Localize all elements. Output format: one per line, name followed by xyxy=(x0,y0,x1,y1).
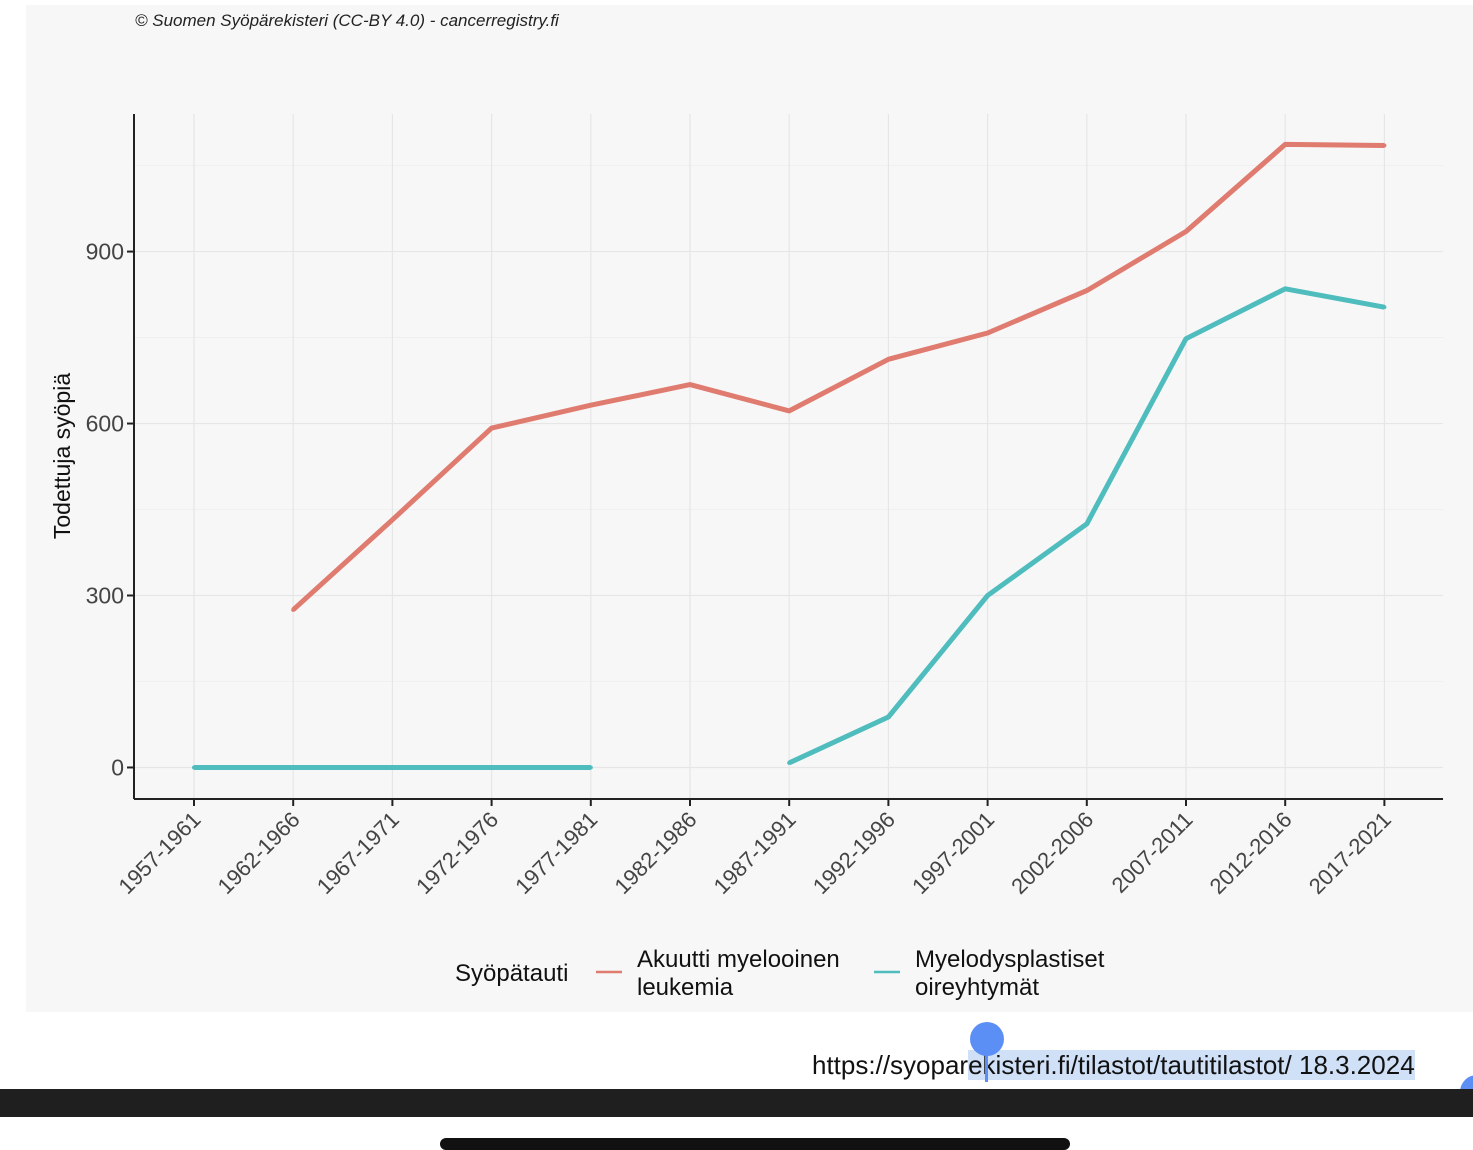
data-point xyxy=(688,382,692,387)
data-point xyxy=(390,517,395,522)
source-url[interactable]: https://syoparekisteri.fi/tilastot/tauti… xyxy=(812,1050,1415,1081)
data-point xyxy=(787,408,792,413)
y-tick-label: 900 xyxy=(86,239,124,265)
legend-label: Myelodysplastiset oireyhtymät xyxy=(915,946,1105,1001)
y-tick-label: 0 xyxy=(111,754,124,780)
y-axis-label: Todettuja syöpiä xyxy=(49,373,75,539)
grid xyxy=(134,114,1443,799)
series xyxy=(192,141,1387,770)
x-tick-label: 1957-1961 xyxy=(113,807,205,899)
data-point xyxy=(588,403,593,408)
x-tick-label: 1977-1981 xyxy=(510,807,602,899)
data-point xyxy=(886,715,891,720)
data-point xyxy=(291,765,296,770)
series-line-1 xyxy=(291,141,1385,612)
legend-label: Akuutti myelooinen leukemia xyxy=(637,946,840,1001)
x-ticks: 1957-1961 1962-1966 1967-1971 1972-1976 1977… xyxy=(113,799,1396,899)
x-tick-label: 2007-2011 xyxy=(1107,807,1198,898)
data-point xyxy=(390,765,395,770)
x-tick-label: 2002-2006 xyxy=(1006,807,1098,899)
data-point xyxy=(985,593,990,598)
data-point xyxy=(192,765,196,770)
y-tick-label: 600 xyxy=(86,411,124,437)
data-point xyxy=(1283,286,1288,291)
source-url-selected: ekisteri.fi/tilastot/tautitilastot/ 18.3… xyxy=(968,1050,1415,1080)
data-point xyxy=(1382,143,1387,148)
copyright-text: © Suomen Syöpärekisteri (CC-BY 4.0) - ca… xyxy=(135,11,559,30)
data-point xyxy=(1382,305,1387,310)
selection-caret xyxy=(985,1050,988,1082)
x-tick-label: 1967-1971 xyxy=(312,807,404,899)
data-point xyxy=(489,426,494,431)
y-tick-label: 300 xyxy=(86,583,124,609)
data-point xyxy=(489,765,494,770)
data-point xyxy=(1084,521,1089,526)
x-tick-label: 1972-1976 xyxy=(411,807,503,899)
x-tick-label: 1962-1966 xyxy=(213,807,305,899)
legend-title: Syöpätauti xyxy=(455,960,568,987)
data-point xyxy=(787,760,792,765)
data-point xyxy=(588,765,593,770)
source-url-prefix: https://syopar xyxy=(812,1050,969,1080)
x-tick-label: 1992-1996 xyxy=(808,807,900,899)
x-tick-label: 1987-1991 xyxy=(709,807,801,899)
data-point xyxy=(1084,288,1089,293)
data-point xyxy=(985,330,990,335)
y-ticks: 0 300 600 900 xyxy=(86,239,134,780)
data-point xyxy=(1184,229,1188,234)
data-point xyxy=(1283,142,1288,147)
data-point xyxy=(291,607,296,612)
bottom-bar xyxy=(0,1089,1473,1117)
legend: Syöpätauti Akuutti myelooinen leukemia Mye… xyxy=(455,946,1105,1001)
x-tick-label: 2012-2016 xyxy=(1205,807,1297,899)
x-tick-label: 1982-1986 xyxy=(609,807,701,899)
data-point xyxy=(1184,336,1188,341)
data-point xyxy=(886,357,891,362)
x-tick-label: 1997-2001 xyxy=(907,807,999,899)
chart-panel xyxy=(26,5,1473,1012)
home-indicator[interactable] xyxy=(440,1138,1070,1150)
axes xyxy=(133,114,1443,800)
x-tick-label: 2017-2021 xyxy=(1304,807,1396,899)
